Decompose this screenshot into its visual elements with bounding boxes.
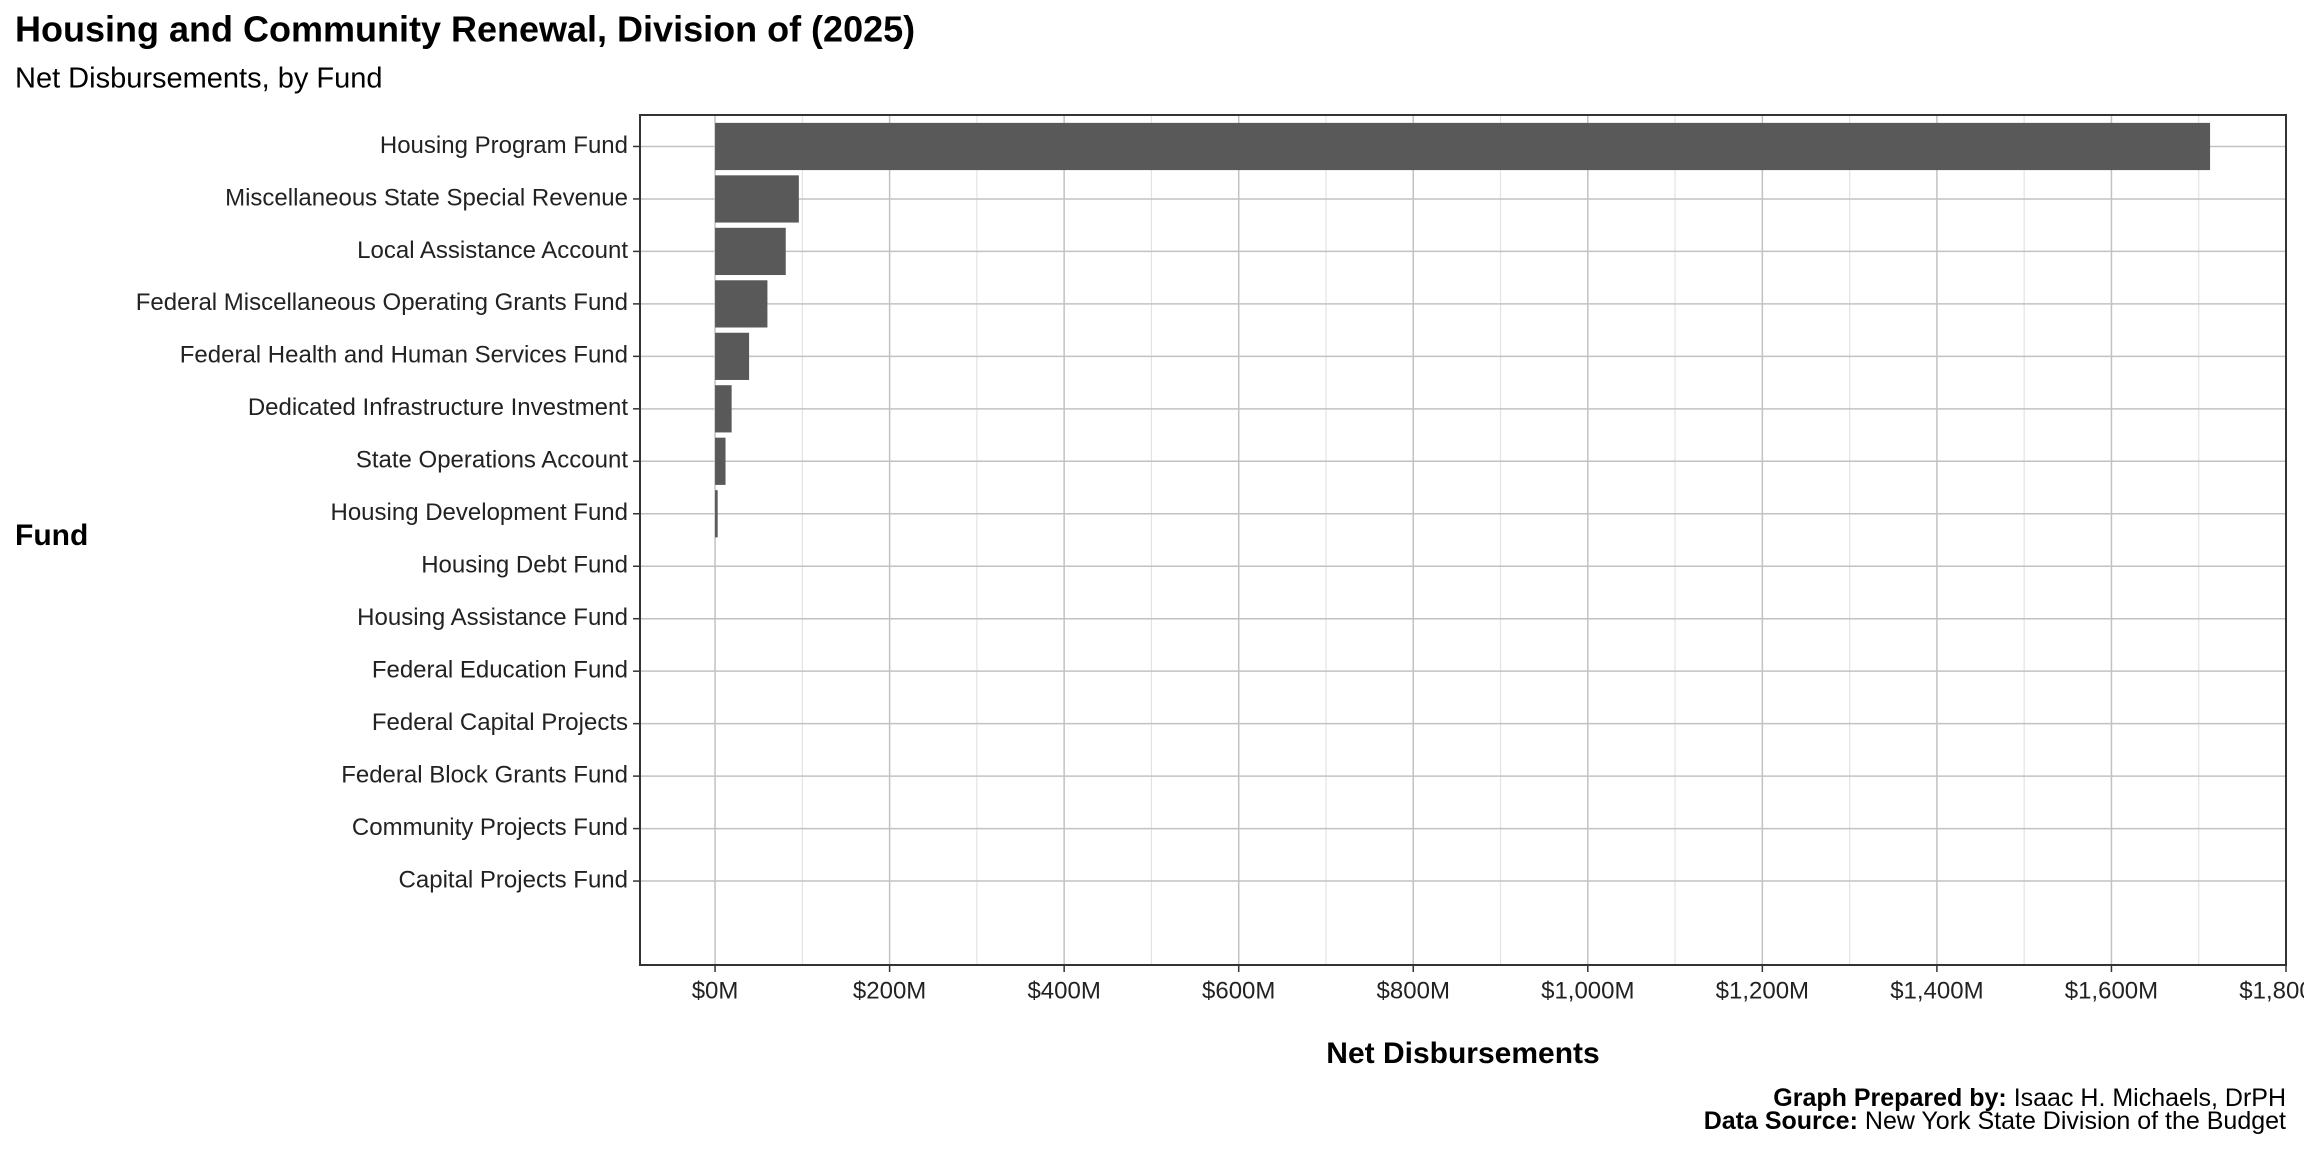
y-tick-label: Housing Debt Fund: [421, 552, 628, 579]
y-tick-label: Federal Education Fund: [372, 657, 628, 684]
panel: [640, 115, 2286, 965]
bar: [715, 490, 718, 538]
caption-label: Data Source:: [1704, 1107, 1858, 1135]
x-tick-label: $1,600M: [2065, 977, 2158, 1004]
y-tick-label: State Operations Account: [356, 447, 629, 474]
y-tick-label: Federal Miscellaneous Operating Grants F…: [136, 289, 628, 316]
y-tick-label: Local Assistance Account: [357, 237, 628, 264]
y-tick-label: Miscellaneous State Special Revenue: [225, 184, 628, 211]
bar: [715, 385, 732, 433]
x-tick-label: $1,800M: [2239, 977, 2304, 1004]
x-tick-label: $1,000M: [1541, 977, 1634, 1004]
bar: [715, 332, 750, 380]
y-tick-label: Housing Program Fund: [380, 132, 628, 159]
y-tick-label: Federal Block Grants Fund: [341, 761, 628, 788]
bar: [715, 122, 2211, 171]
y-axis-title: Fund: [15, 519, 88, 552]
y-tick-label: Federal Capital Projects: [372, 709, 628, 736]
caption-text: New York State Division of the Budget: [1865, 1107, 2286, 1135]
x-tick-label: $400M: [1027, 977, 1100, 1004]
bar: [715, 227, 786, 276]
bar: [715, 175, 799, 223]
y-tick-label: Community Projects Fund: [352, 814, 628, 841]
bar: [715, 437, 726, 485]
y-tick-label: Housing Development Fund: [330, 499, 628, 526]
caption-text: Isaac H. Michaels, DrPH: [2014, 1084, 2286, 1112]
y-tick-label: Dedicated Infrastructure Investment: [248, 394, 629, 421]
y-tick-label: Capital Projects Fund: [399, 866, 628, 893]
caption: Data Source: New York State Division of t…: [1704, 1107, 2286, 1135]
x-tick-label: $800M: [1377, 977, 1450, 1004]
x-axis-title: Net Disbursements: [1326, 1037, 1599, 1070]
x-tick-label: $1,400M: [1890, 977, 1983, 1004]
x-tick-label: $600M: [1202, 977, 1275, 1004]
panel-border: [639, 114, 2287, 966]
x-tick-label: $1,200M: [1716, 977, 1809, 1004]
y-tick-label: Federal Health and Human Services Fund: [180, 342, 628, 369]
chart-title: Housing and Community Renewal, Division …: [15, 9, 915, 50]
caption-label: Graph Prepared by:: [1773, 1084, 2006, 1112]
x-tick-label: $200M: [853, 977, 926, 1004]
caption: Graph Prepared by: Isaac H. Michaels, DrP…: [1773, 1084, 2286, 1112]
bar: [715, 280, 768, 328]
plot-area: $0M $200M $400M $600M $800M $1,000M $1,200M $1,…: [136, 114, 2304, 1004]
x-tick-label: $0M: [692, 977, 739, 1004]
chart-subtitle: Net Disbursements, by Fund: [15, 63, 382, 95]
y-tick-label: Housing Assistance Fund: [357, 604, 628, 631]
